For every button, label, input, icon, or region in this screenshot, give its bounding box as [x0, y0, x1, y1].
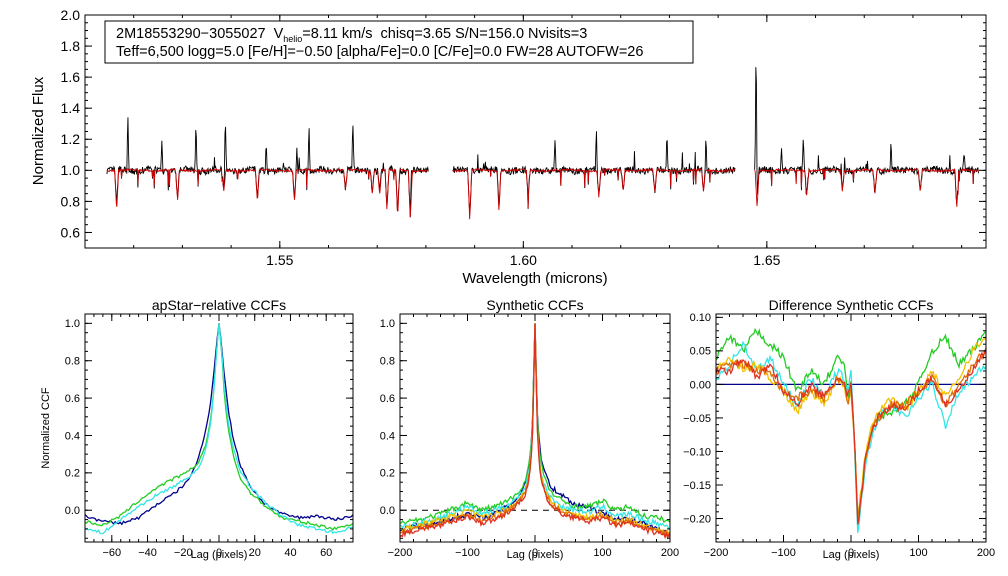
spectrum-model-chip-3 — [754, 167, 979, 207]
difference-y-tick-label: −0.15 — [683, 480, 711, 492]
synthetic-x-tick-label: 100 — [593, 547, 611, 559]
synthetic-y-tick-label: 1.0 — [380, 318, 395, 330]
synthetic-y-tick-label: 0.6 — [380, 393, 395, 405]
header-params: Teff=6,500 logg=5.0 [Fe/H]=−0.50 [alpha/… — [116, 44, 643, 60]
apstar-x-tick-label: −60 — [102, 547, 121, 559]
synthetic-x-tick-label: −200 — [388, 547, 413, 559]
apstar-y-tick-label: 0.8 — [65, 356, 80, 368]
header-v-value: =8.11 km/s — [302, 26, 372, 42]
difference-series-red — [716, 348, 986, 525]
apstar-x-tick-label: 20 — [249, 547, 261, 559]
difference-x-tick-label: 200 — [977, 547, 995, 559]
synthetic-y-tick-label: 0.0 — [380, 505, 395, 517]
apstar-x-tick-label: −40 — [138, 547, 157, 559]
synthetic-x-tick-label: 200 — [661, 547, 679, 559]
synthetic-series-red — [400, 323, 670, 540]
synthetic-x-tick-label: −100 — [455, 547, 480, 559]
apstar-series-cyan — [85, 323, 353, 535]
header-stats: chisq=3.65 S/N=156.0 Nvisits=3 — [381, 26, 588, 42]
difference-x-tick-label: −100 — [771, 547, 796, 559]
spectrum-y-tick-label: 1.2 — [61, 131, 81, 147]
spectrum-panel: 1.55 1.60 1.65 0.6 0.8 1.0 1.2 1.4 1.6 1.8 2.0 Nor… — [30, 7, 987, 287]
apstar-x-tick-label: −20 — [174, 547, 193, 559]
spectrum-y-tick-label: 1.8 — [61, 38, 81, 54]
apstar-y-tick-label: 0.6 — [65, 393, 80, 405]
apstar-y-tick-label: 1.0 — [65, 318, 80, 330]
header-star-id: 2M18553290−3055027 — [116, 26, 266, 42]
spectrum-x-axis-label: Wavelength (microns) — [462, 270, 607, 287]
spectrum-x-tick-label: 1.60 — [510, 252, 537, 268]
difference-x-tick-label: −200 — [704, 547, 729, 559]
apstar-y-tick-label: 0.0 — [65, 505, 80, 517]
spectrum-y-tick-label: 0.6 — [61, 224, 81, 240]
apstar-x-tick-label: 60 — [320, 547, 332, 559]
difference-series-cyan — [716, 340, 986, 533]
difference-y-tick-label: −0.10 — [683, 446, 711, 458]
difference-x-axis-label: Lag (pixels) — [823, 549, 880, 561]
apstar-x-axis-label: Lag (pixels) — [191, 549, 248, 561]
difference-x-tick-label: 0 — [848, 547, 854, 559]
apstar-y-tick-label: 0.2 — [65, 468, 80, 480]
spectrum-x-tick-label: 1.55 — [266, 252, 293, 268]
spectrum-observed-chip-3 — [754, 67, 979, 206]
synthetic-ccf-title: Synthetic CCFs — [486, 297, 583, 313]
header-v-label: V — [274, 26, 284, 42]
spectrum-x-tick-label: 1.65 — [753, 252, 780, 268]
apstar-ccf-title: apStar−relative CCFs — [152, 297, 286, 313]
spectrum-y-tick-label: 1.6 — [61, 69, 81, 85]
spectrum-model-chip-2 — [452, 167, 736, 220]
spectrum-y-tick-label: 2.0 — [61, 7, 81, 23]
difference-x-tick-label: 100 — [909, 547, 927, 559]
difference-y-tick-label: 0.00 — [690, 379, 711, 391]
spectrum-observed-chip-1 — [106, 117, 429, 218]
synthetic-ccf-panel: −200 −100 0 100 200 0.0 0.2 0.4 0.6 0.8 1.0 Synthe… — [380, 297, 679, 561]
spectrum-y-axis-label: Normalized Flux — [30, 76, 47, 185]
difference-y-tick-label: 0.05 — [690, 346, 711, 358]
spectrum-y-tick-label: 1.4 — [61, 100, 81, 116]
synthetic-y-tick-label: 0.4 — [380, 430, 395, 442]
difference-ccf-title: Difference Synthetic CCFs — [769, 297, 934, 313]
spectrum-model-chip-1 — [106, 167, 429, 218]
apstar-x-tick-label: 40 — [284, 547, 296, 559]
synthetic-y-tick-label: 0.8 — [380, 356, 395, 368]
apstar-x-tick-label: 0 — [216, 547, 222, 559]
synthetic-x-tick-label: 0 — [532, 547, 538, 559]
difference-y-tick-label: −0.20 — [683, 513, 711, 525]
difference-ccf-panel: −200 −100 0 100 200 −0.20 −0.15 −0.10 −0.05 0.00 0… — [683, 297, 995, 561]
spectrum-y-tick-label: 0.8 — [61, 193, 81, 209]
difference-y-tick-label: −0.05 — [683, 413, 711, 425]
header-box-frame — [104, 20, 694, 64]
apstar-y-tick-label: 0.4 — [65, 430, 80, 442]
synthetic-x-axis-label: Lag (pixels) — [507, 549, 564, 561]
apstar-ccf-panel: −60 −40 −20 0 20 40 60 0.0 0.2 0.4 0.6 0.8 1.0 apSta… — [40, 297, 354, 561]
header-v-subscript: helio — [283, 34, 302, 44]
spectrum-y-tick-label: 1.0 — [61, 162, 81, 178]
synthetic-y-tick-label: 0.2 — [380, 468, 395, 480]
header-line-1: 2M18553290−3055027 Vhelio=8.11 km/s chisq=… — [116, 26, 587, 44]
apstar-y-axis-label: Normalized CCF — [40, 387, 52, 469]
spectrum-header-box: 2M18553290−3055027 Vhelio=8.11 km/s chisq=… — [104, 20, 694, 64]
difference-y-tick-label: 0.10 — [690, 312, 711, 324]
